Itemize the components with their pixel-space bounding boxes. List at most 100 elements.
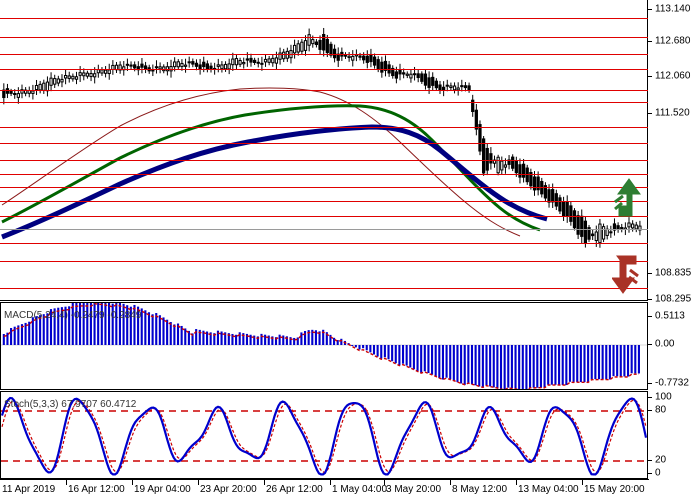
time-axis[interactable]: 11 Apr 2019 16 Apr 12:00 19 Apr 04:00 23 Ap… (0, 479, 700, 500)
axis-tick (648, 9, 652, 10)
macd-histogram-bar (242, 333, 245, 345)
macd-histogram-bar (398, 345, 401, 366)
macd-histogram-bar (333, 337, 336, 345)
time-axis-tick (384, 480, 385, 485)
candle-body (56, 78, 60, 84)
candle-body (198, 64, 202, 70)
candle-body (89, 72, 93, 78)
price-level-line (0, 160, 648, 161)
macd-histogram-bar (387, 345, 390, 360)
candle-body (369, 53, 373, 63)
candle-body (372, 56, 377, 66)
candle-body (267, 58, 271, 63)
candle-body (343, 54, 348, 57)
macd-histogram-bar (576, 345, 579, 382)
macd-histogram-bar (452, 345, 455, 381)
candle-body (165, 66, 170, 72)
candle-body (362, 55, 366, 61)
price-axis-label: 112.680 (655, 35, 691, 47)
axis-tick (648, 41, 652, 42)
macd-histogram-bar (126, 305, 129, 345)
macd-histogram-bar (532, 345, 535, 388)
candle-body (398, 69, 402, 75)
macd-pane[interactable] (0, 302, 648, 390)
macd-histogram-bar (2, 333, 5, 345)
macd-histogram-bar (372, 345, 376, 355)
time-axis-label: 11 Apr 2019 (2, 484, 56, 495)
candle-body (202, 61, 206, 68)
price-level-line (0, 201, 648, 202)
candle-body (176, 61, 180, 68)
stochastic-pane[interactable] (0, 391, 648, 479)
price-axis-label: 111.520 (655, 107, 690, 119)
price-level-line (0, 37, 648, 38)
macd-histogram-bar (528, 345, 532, 388)
candle-body (194, 62, 199, 67)
macd-axis-label: 0.00 (655, 338, 675, 350)
time-axis-tick (66, 480, 67, 485)
candle-body (67, 75, 71, 79)
candle-body (74, 76, 79, 80)
macd-histogram-bar (78, 303, 82, 345)
macd-histogram-bar (216, 330, 219, 345)
macd-histogram-bar (296, 337, 299, 345)
candle-body (162, 66, 166, 72)
macd-histogram-bar (89, 303, 92, 345)
macd-histogram-bar (264, 334, 267, 345)
macd-histogram-bar (274, 337, 278, 345)
macd-histogram-bar (238, 332, 241, 345)
macd-histogram-bar (583, 345, 586, 383)
candle-body (569, 205, 573, 222)
price-level-line (0, 69, 648, 70)
macd-histogram-bar (369, 345, 372, 353)
candle-body (449, 85, 453, 88)
time-axis-tick (582, 480, 583, 485)
macd-histogram-bar (558, 345, 561, 385)
price-axis-label: 112.060 (655, 70, 691, 82)
stochastic-axis-label: 100 (655, 391, 672, 403)
macd-histogram-bar (162, 317, 165, 345)
time-axis-tick (330, 480, 331, 485)
macd-histogram-bar (623, 345, 626, 377)
candle-body (572, 210, 577, 229)
candle-body (500, 160, 504, 171)
candle-body (271, 57, 275, 64)
macd-histogram-bar (311, 329, 314, 345)
time-axis-label: 3 May 20:00 (386, 484, 442, 495)
macd-histogram-bar (376, 345, 379, 357)
candle-body (314, 41, 319, 46)
macd-histogram-bar (235, 334, 238, 345)
macd-histogram-bar (169, 322, 172, 345)
candle-body (467, 85, 471, 91)
macd-histogram-bar (108, 303, 111, 345)
candle-body (420, 73, 424, 82)
candle-body (412, 73, 417, 76)
macd-histogram-bar (249, 334, 252, 345)
candle-body (242, 61, 246, 65)
price-pane[interactable] (0, 0, 648, 301)
macd-histogram-bar (213, 333, 216, 345)
macd-histogram-bar (412, 345, 415, 370)
axis-tick (648, 299, 652, 300)
macd-histogram-bar (293, 337, 296, 345)
candle-body (580, 215, 584, 237)
time-axis-label: 26 Apr 12:00 (266, 484, 323, 495)
macd-histogram-bar (31, 317, 34, 345)
price-level-line (0, 216, 648, 217)
macd-caption: MACD(5,24,4) -0.2479 -0.2849 (4, 310, 142, 321)
candle-body (78, 72, 82, 76)
macd-histogram-bar (71, 303, 74, 345)
candle-body (96, 69, 100, 74)
candle-body (180, 62, 184, 68)
candle-body (49, 77, 53, 86)
price-axis-label: 113.140 (655, 3, 691, 15)
axis-tick (648, 76, 652, 77)
candle-body (576, 215, 580, 235)
candle-body (332, 48, 337, 59)
macd-histogram-bar (6, 332, 9, 345)
macd-histogram-bar (278, 334, 281, 345)
price-axis[interactable] (648, 0, 700, 479)
macd-histogram-bar (463, 345, 466, 385)
candle-body (292, 44, 297, 54)
candle-body (252, 59, 257, 63)
